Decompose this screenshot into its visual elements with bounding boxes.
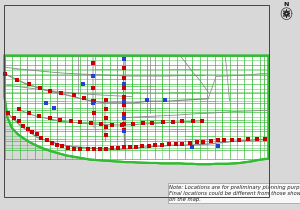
- Text: N: N: [284, 2, 289, 7]
- Bar: [4, 5, 268, 197]
- Text: Note: Locations are for preliminary planning purposes only.
Final locations coul: Note: Locations are for preliminary plan…: [169, 185, 300, 202]
- Polygon shape: [4, 56, 268, 164]
